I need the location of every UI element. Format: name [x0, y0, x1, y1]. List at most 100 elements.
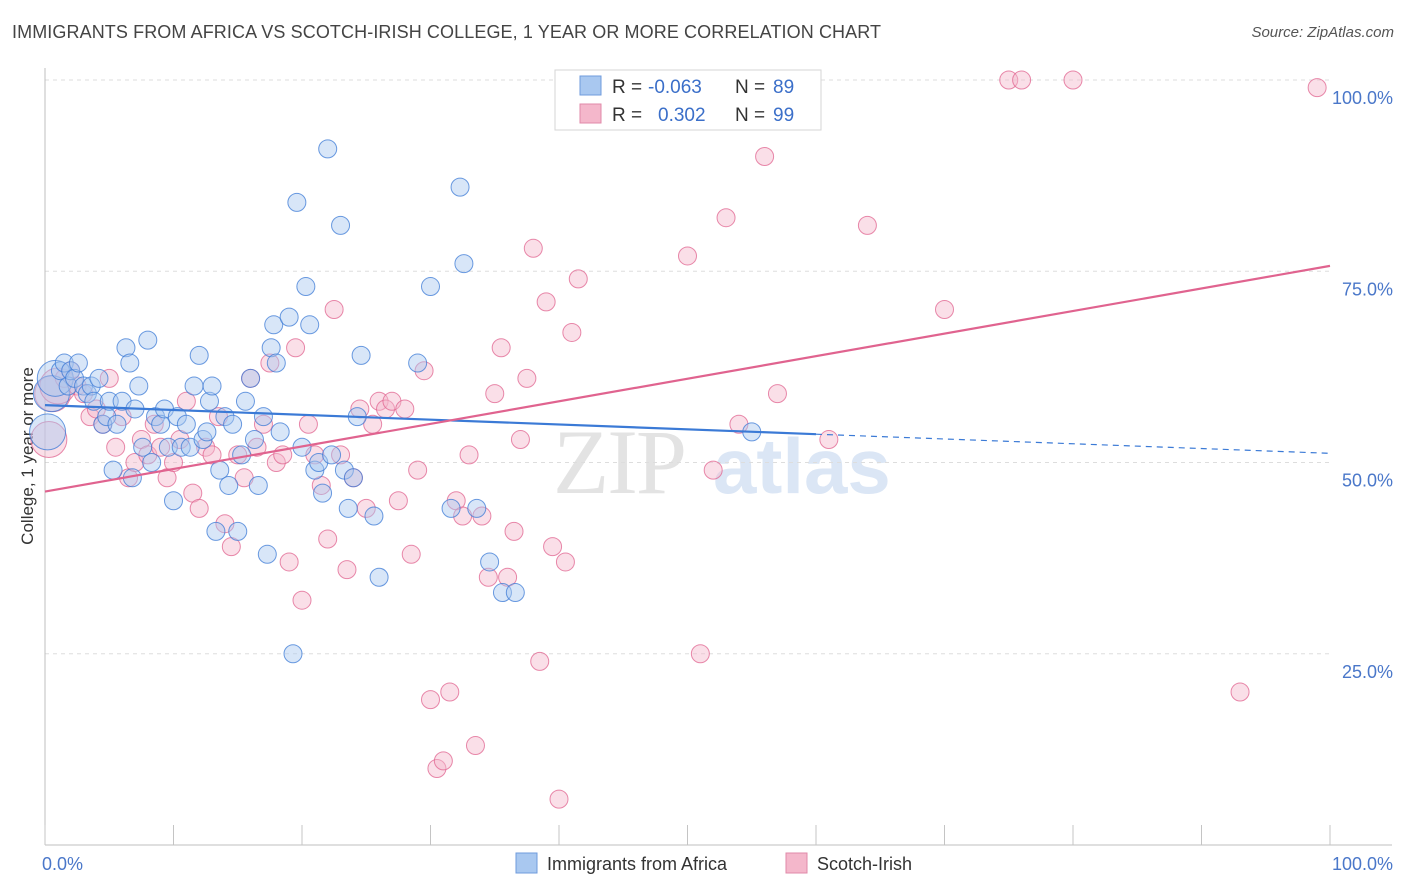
scotch-irish-point-59 — [414, 361, 434, 381]
scotch-irish-point-78 — [536, 292, 556, 312]
africa-point-19 — [116, 338, 136, 358]
africa-point-51 — [244, 430, 264, 450]
africa-point-81 — [450, 177, 470, 197]
bottom-legend-label-scotch-irish: Scotch-Irish — [817, 854, 912, 874]
chart-title: IMMIGRANTS FROM AFRICA VS SCOTCH-IRISH C… — [12, 22, 882, 42]
grid — [45, 79, 1330, 655]
africa-point-67 — [313, 483, 333, 503]
x-tick-labels: 0.0% 100.0% — [42, 854, 1393, 874]
scotch-irish-point-79 — [543, 537, 563, 557]
scotch-irish-point-11 — [106, 437, 126, 457]
scotch-irish-point-67 — [465, 736, 485, 756]
africa-point-24 — [133, 437, 153, 457]
africa-point-46 — [223, 414, 243, 434]
africa-point-86 — [505, 583, 525, 603]
bottom-legend-label-africa: Immigrants from Africa — [547, 854, 728, 874]
y-axis-label: College, 1 year or more — [18, 367, 37, 545]
scotch-irish-point-76 — [523, 238, 543, 258]
africa-point-31 — [164, 491, 183, 511]
africa-point-3 — [54, 353, 74, 373]
africa-point-53 — [253, 407, 273, 427]
africa-point-45 — [219, 475, 239, 495]
scotch-irish-point-63 — [440, 682, 460, 702]
africa-point-4 — [58, 376, 78, 396]
scotch-irish-point-58 — [408, 460, 428, 480]
scotch-irish-point-62 — [433, 751, 453, 771]
africa-point-37 — [189, 345, 209, 365]
scotch-irish-point-17 — [144, 414, 164, 434]
africa-point-60 — [283, 644, 303, 664]
africa-point-73 — [343, 468, 363, 488]
scotch-irish-point-88 — [690, 644, 710, 664]
x-tick-label-0: 0.0% — [42, 854, 83, 874]
africa-point-64 — [300, 315, 320, 335]
africa-point-76 — [364, 506, 384, 526]
y-tick-label-2: 75.0% — [1342, 279, 1393, 299]
scotch-irish-point-81 — [555, 552, 575, 572]
africa-point-78 — [408, 353, 428, 373]
africa-point-41 — [202, 376, 222, 396]
africa-point-70 — [331, 215, 351, 235]
scotch-irish-point-26 — [202, 445, 222, 465]
scotch-irish-point-98 — [1012, 70, 1032, 90]
africa-point-79 — [421, 277, 440, 297]
africa-point-77 — [369, 567, 389, 587]
scotch-irish-point-94 — [819, 430, 839, 450]
legend-n-value-pink: 99 — [773, 105, 794, 126]
africa-point-57 — [266, 353, 286, 373]
scotch-irish-point-99 — [1063, 70, 1083, 90]
africa-point-36 — [184, 376, 204, 396]
legend-r-value-pink: 0.302 — [658, 105, 706, 126]
africa-point-75 — [351, 345, 371, 365]
africa-point-59 — [279, 307, 299, 327]
y-tick-label-3: 100.0% — [1332, 88, 1393, 108]
scotch-irish-point-100 — [1230, 682, 1250, 702]
scotch-irish-point-96 — [935, 300, 954, 319]
y-tick-label-1: 50.0% — [1342, 471, 1393, 491]
africa-point-20 — [120, 353, 140, 373]
axes — [44, 68, 1392, 846]
scotch-irish-point-41 — [298, 414, 318, 434]
scotch-irish-point-57 — [401, 544, 421, 564]
africa-trend-extension — [815, 433, 1331, 454]
bottom-legend-swatch-pink — [785, 852, 808, 874]
scotch-irish-point-25 — [196, 437, 216, 457]
africa-point-28 — [151, 414, 171, 434]
africa-point-26 — [142, 453, 162, 472]
scotch-irish-point-66 — [459, 445, 479, 465]
scotch-irish-point-83 — [568, 269, 588, 289]
scotch-irish-point-44 — [318, 529, 338, 549]
africa-point-72 — [338, 498, 358, 518]
africa-point-80 — [441, 498, 461, 518]
legend-n-label-blue: N = — [735, 77, 765, 98]
scotch-irish-point-35 — [260, 353, 280, 373]
scotch-irish-point-80 — [549, 789, 569, 809]
legend-r-label-pink: R = — [612, 105, 642, 126]
x-tick-label-1: 100.0% — [1332, 854, 1393, 874]
scotch-irish-trend-line — [44, 264, 1331, 493]
africa-point-69 — [322, 445, 342, 465]
scotch-irish-point-38 — [279, 552, 299, 572]
africa-point-39 — [197, 422, 217, 442]
legend-n-value-blue: 89 — [773, 77, 794, 98]
scotch-irish-point-36 — [266, 453, 286, 472]
scotch-irish-point-24 — [189, 498, 209, 518]
africa-points — [29, 139, 762, 664]
source-label: Source: ZipAtlas.com — [1251, 24, 1394, 41]
scotch-irish-point-92 — [755, 147, 775, 166]
legend-r-value-blue: -0.063 — [648, 77, 702, 98]
africa-point-61 — [287, 192, 307, 212]
watermark-atlas: atlas — [713, 422, 891, 510]
scotch-irish-point-10 — [99, 368, 119, 388]
africa-point-34 — [176, 414, 196, 434]
bottom-legend: Immigrants from Africa Scotch-Irish — [515, 852, 912, 874]
scotch-irish-point-89 — [703, 460, 723, 480]
africa-point-42 — [206, 521, 226, 541]
africa-point-82 — [454, 254, 474, 274]
scotch-irish-point-90 — [716, 208, 736, 228]
africa-point-17 — [107, 414, 127, 434]
legend-n-label-pink: N = — [735, 105, 765, 126]
scotch-irish-point-34 — [253, 414, 273, 434]
scotch-irish-point-71 — [491, 338, 511, 358]
